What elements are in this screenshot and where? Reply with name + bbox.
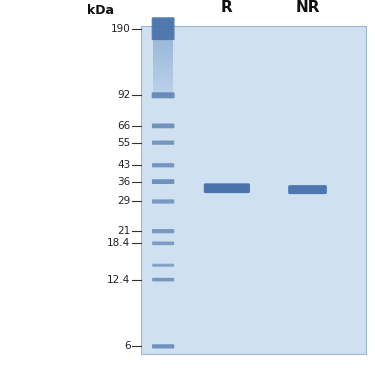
Bar bbox=[153, 82, 173, 84]
Bar bbox=[153, 57, 173, 58]
Bar bbox=[153, 37, 173, 38]
Bar bbox=[153, 51, 173, 52]
Bar bbox=[153, 64, 173, 65]
Bar bbox=[153, 60, 173, 61]
Bar bbox=[153, 36, 173, 37]
FancyBboxPatch shape bbox=[152, 264, 174, 267]
Bar bbox=[153, 62, 173, 64]
Bar bbox=[153, 88, 173, 89]
Bar bbox=[153, 90, 173, 92]
Bar bbox=[153, 71, 173, 72]
FancyBboxPatch shape bbox=[152, 141, 174, 145]
Bar bbox=[153, 79, 173, 80]
Bar bbox=[153, 81, 173, 82]
Bar bbox=[153, 46, 173, 47]
Bar bbox=[153, 42, 173, 44]
Bar bbox=[153, 80, 173, 81]
FancyBboxPatch shape bbox=[152, 278, 174, 281]
Text: 6: 6 bbox=[124, 341, 130, 351]
Bar bbox=[153, 52, 173, 54]
Bar bbox=[153, 55, 173, 56]
Bar bbox=[153, 33, 173, 34]
Text: 43: 43 bbox=[117, 160, 130, 170]
Bar bbox=[153, 66, 173, 68]
Text: 66: 66 bbox=[117, 121, 130, 131]
FancyBboxPatch shape bbox=[204, 183, 250, 193]
Bar bbox=[153, 31, 173, 32]
FancyBboxPatch shape bbox=[152, 179, 174, 184]
Bar bbox=[153, 24, 173, 26]
Text: 12.4: 12.4 bbox=[107, 274, 130, 285]
Bar bbox=[153, 69, 173, 70]
FancyBboxPatch shape bbox=[152, 344, 174, 348]
FancyBboxPatch shape bbox=[152, 163, 174, 167]
Bar bbox=[153, 70, 173, 71]
Bar bbox=[153, 45, 173, 46]
Bar bbox=[153, 68, 173, 69]
Bar bbox=[153, 78, 173, 79]
Bar bbox=[153, 74, 173, 75]
FancyBboxPatch shape bbox=[152, 123, 174, 128]
Bar bbox=[153, 22, 173, 23]
Text: 18.4: 18.4 bbox=[107, 238, 130, 248]
Bar bbox=[153, 94, 173, 95]
Bar bbox=[153, 58, 173, 60]
Bar bbox=[153, 48, 173, 50]
FancyBboxPatch shape bbox=[152, 229, 174, 233]
Bar bbox=[153, 54, 173, 55]
Bar bbox=[153, 27, 173, 28]
Bar bbox=[153, 76, 173, 78]
Bar bbox=[153, 85, 173, 87]
Bar bbox=[153, 28, 173, 29]
Text: kDa: kDa bbox=[87, 4, 114, 17]
Bar bbox=[153, 93, 173, 94]
Text: 21: 21 bbox=[117, 226, 130, 236]
Bar bbox=[153, 41, 173, 42]
Bar bbox=[153, 84, 173, 85]
FancyBboxPatch shape bbox=[152, 17, 174, 40]
FancyBboxPatch shape bbox=[152, 242, 174, 245]
Bar bbox=[153, 47, 173, 48]
Bar bbox=[153, 72, 173, 74]
Text: 92: 92 bbox=[117, 90, 130, 101]
Bar bbox=[153, 29, 173, 31]
Bar bbox=[153, 44, 173, 45]
FancyBboxPatch shape bbox=[152, 92, 174, 98]
Bar bbox=[153, 39, 173, 41]
Bar bbox=[153, 34, 173, 36]
Bar bbox=[153, 65, 173, 66]
Bar bbox=[153, 26, 173, 27]
Bar bbox=[141, 26, 366, 354]
Bar bbox=[153, 23, 173, 24]
Bar bbox=[153, 38, 173, 39]
Text: 55: 55 bbox=[117, 138, 130, 148]
Bar bbox=[153, 89, 173, 90]
Bar bbox=[153, 50, 173, 51]
Bar bbox=[153, 21, 173, 22]
Bar bbox=[153, 32, 173, 33]
Text: NR: NR bbox=[295, 0, 320, 15]
Text: 29: 29 bbox=[117, 196, 130, 207]
Bar bbox=[153, 61, 173, 62]
Text: R: R bbox=[221, 0, 233, 15]
FancyBboxPatch shape bbox=[288, 185, 327, 194]
Bar bbox=[153, 56, 173, 57]
Text: 36: 36 bbox=[117, 177, 130, 187]
Bar bbox=[153, 87, 173, 88]
Bar bbox=[153, 92, 173, 93]
Bar bbox=[153, 75, 173, 76]
FancyBboxPatch shape bbox=[152, 200, 174, 204]
Bar bbox=[153, 19, 173, 21]
Text: 190: 190 bbox=[111, 24, 130, 34]
